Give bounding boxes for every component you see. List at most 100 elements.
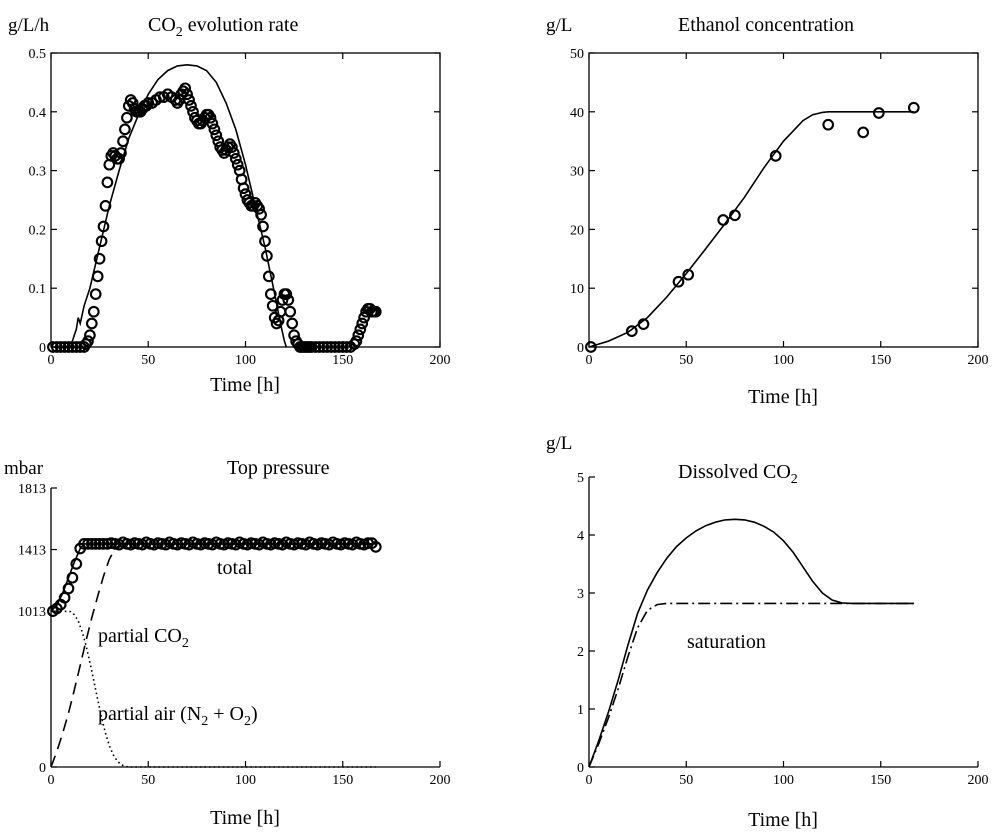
p1-data-point	[352, 329, 365, 342]
p1-data-point	[183, 94, 195, 106]
p1-y-tick-label: 0.4	[29, 106, 47, 121]
p3-y-tick-label: 0	[39, 761, 46, 776]
p4-ticks: 0 50 100 150 200 0 1 2 3 4 5	[577, 471, 989, 788]
p3-x-tick-label: 0	[48, 773, 55, 788]
p1-data-point	[329, 341, 341, 353]
p2-data-point	[822, 118, 835, 131]
p2-title: Ethanol concentration	[678, 14, 854, 36]
panel-top-pressure: mbar Top pressure 0 50 100 150 200 0 1013 1413 1…	[4, 457, 451, 829]
p4-title: Dissolved CO2	[678, 461, 798, 487]
p2-y-tick-label: 50	[570, 47, 584, 62]
p1-x-tick-label: 150	[332, 353, 353, 368]
p4-y-tick-label: 2	[577, 645, 584, 660]
panel-ethanol-concentration: g/L Ethanol concentration 0 50 100 150 200 0 1…	[546, 14, 989, 408]
p2-y-tick-label: 10	[570, 282, 584, 297]
p1-data-point	[226, 141, 238, 153]
p2-y-tick-label: 30	[570, 165, 584, 180]
p1-data-point	[99, 200, 112, 212]
p1-series-line-solid	[51, 63, 288, 348]
p3-annotation-total: total	[217, 557, 253, 579]
p1-data-point	[333, 341, 345, 353]
p1-data-point	[257, 220, 269, 233]
p2-data-point	[857, 126, 870, 139]
p1-data-point	[280, 288, 293, 300]
p3-x-tick-label: 50	[141, 773, 155, 788]
p1-data-point	[85, 317, 98, 330]
panel-dissolved-co2: g/L Dissolved CO2 0 50 100 150 200 0 1 2 3 4 5 sat…	[546, 433, 989, 831]
p3-ticks: 0 50 100 150 200 0 1013 1413 1813	[18, 482, 451, 788]
p1-data-point	[87, 305, 100, 318]
p3-series-line-solid	[50, 543, 376, 612]
p1-y-tick-label: 0.1	[29, 282, 47, 297]
p1-data-point	[89, 288, 102, 300]
p1-data-point	[229, 152, 242, 165]
p1-data-point	[227, 147, 240, 159]
p1-data-point	[317, 341, 330, 353]
p1-y-tick-label: 0	[39, 341, 46, 356]
p3-data-point	[369, 541, 382, 553]
p4-annotation-saturation: saturation	[687, 631, 766, 653]
p2-x-tick-label: 100	[773, 353, 794, 368]
p2-data-point	[872, 107, 885, 119]
p4-y-tick-label: 3	[577, 587, 584, 602]
p1-data-point	[91, 270, 104, 283]
p1-data-point	[93, 252, 106, 265]
p4-x-tick-label: 100	[773, 773, 794, 788]
p4-y-tick-label: 0	[577, 761, 584, 776]
p3-xlabel: Time [h]	[210, 807, 280, 829]
p1-data-point	[231, 158, 244, 171]
p2-y-tick-label: 20	[570, 223, 584, 238]
p1-data-point	[179, 82, 192, 95]
p3-annotation-partial-co2: partial CO2	[98, 625, 189, 651]
p1-data-point	[206, 117, 219, 130]
p1-data-point	[82, 335, 94, 347]
p2-x-tick-label: 0	[586, 353, 593, 368]
p1-data-point	[350, 335, 363, 347]
p1-data-point	[237, 182, 250, 195]
p3-series-line-dotted	[51, 610, 376, 768]
p1-data-point	[181, 88, 193, 101]
p1-data-point	[121, 111, 133, 124]
p1-y-tick-label: 0.5	[29, 47, 47, 62]
p2-y-tick-label: 0	[577, 341, 584, 356]
p1-data-point	[284, 305, 297, 318]
p3-y-tick-label: 1813	[18, 482, 46, 497]
p1-data-point	[354, 323, 367, 336]
p1-x-tick-label: 0	[48, 353, 55, 368]
p1-data-point	[84, 329, 96, 342]
p1-data-point	[255, 208, 267, 221]
p3-y-tick-label: 1013	[18, 605, 46, 620]
p4-x-tick-label: 50	[679, 773, 693, 788]
p1-data-point	[208, 123, 221, 136]
p1-data-point	[261, 250, 273, 262]
p1-data-point	[74, 341, 87, 353]
p1-data-point	[325, 341, 337, 353]
p2-x-tick-label: 200	[968, 353, 989, 368]
p1-data-point	[305, 341, 318, 353]
p2-data-point	[672, 275, 685, 288]
p1-xlabel: Time [h]	[210, 374, 280, 396]
p4-y-tick-label: 1	[577, 703, 584, 718]
p1-data-point	[321, 341, 334, 353]
p4-x-tick-label: 200	[968, 773, 989, 788]
p2-plot-frame	[588, 52, 979, 348]
p4-xlabel: Time [h]	[748, 809, 818, 831]
p1-data-point	[262, 270, 275, 283]
p1-data-point	[101, 176, 114, 189]
p3-y-tick-label: 1413	[18, 544, 46, 559]
p1-data-point	[119, 123, 131, 136]
p1-ticks: 0 50 100 150 200 0 0.1 0.2 0.3 0.4 0.5	[29, 47, 451, 368]
p4-x-tick-label: 0	[586, 773, 593, 788]
p1-data-point	[336, 341, 349, 353]
p2-data-point	[585, 341, 597, 353]
p1-ylabel: g/L/h	[8, 15, 50, 36]
p3-x-tick-label: 200	[430, 773, 451, 788]
p2-marks	[585, 101, 920, 353]
p2-data-point	[625, 325, 638, 337]
p3-x-tick-label: 100	[235, 773, 256, 788]
p1-y-tick-label: 0.2	[29, 223, 47, 238]
panel-co2-evolution-rate: g/L/h CO2 evolution rate 0 50 100 150 200 0 0.…	[8, 14, 451, 396]
p4-y-tick-label: 5	[577, 471, 584, 486]
p2-x-tick-label: 150	[870, 353, 891, 368]
p2-series-line-solid	[588, 111, 914, 348]
